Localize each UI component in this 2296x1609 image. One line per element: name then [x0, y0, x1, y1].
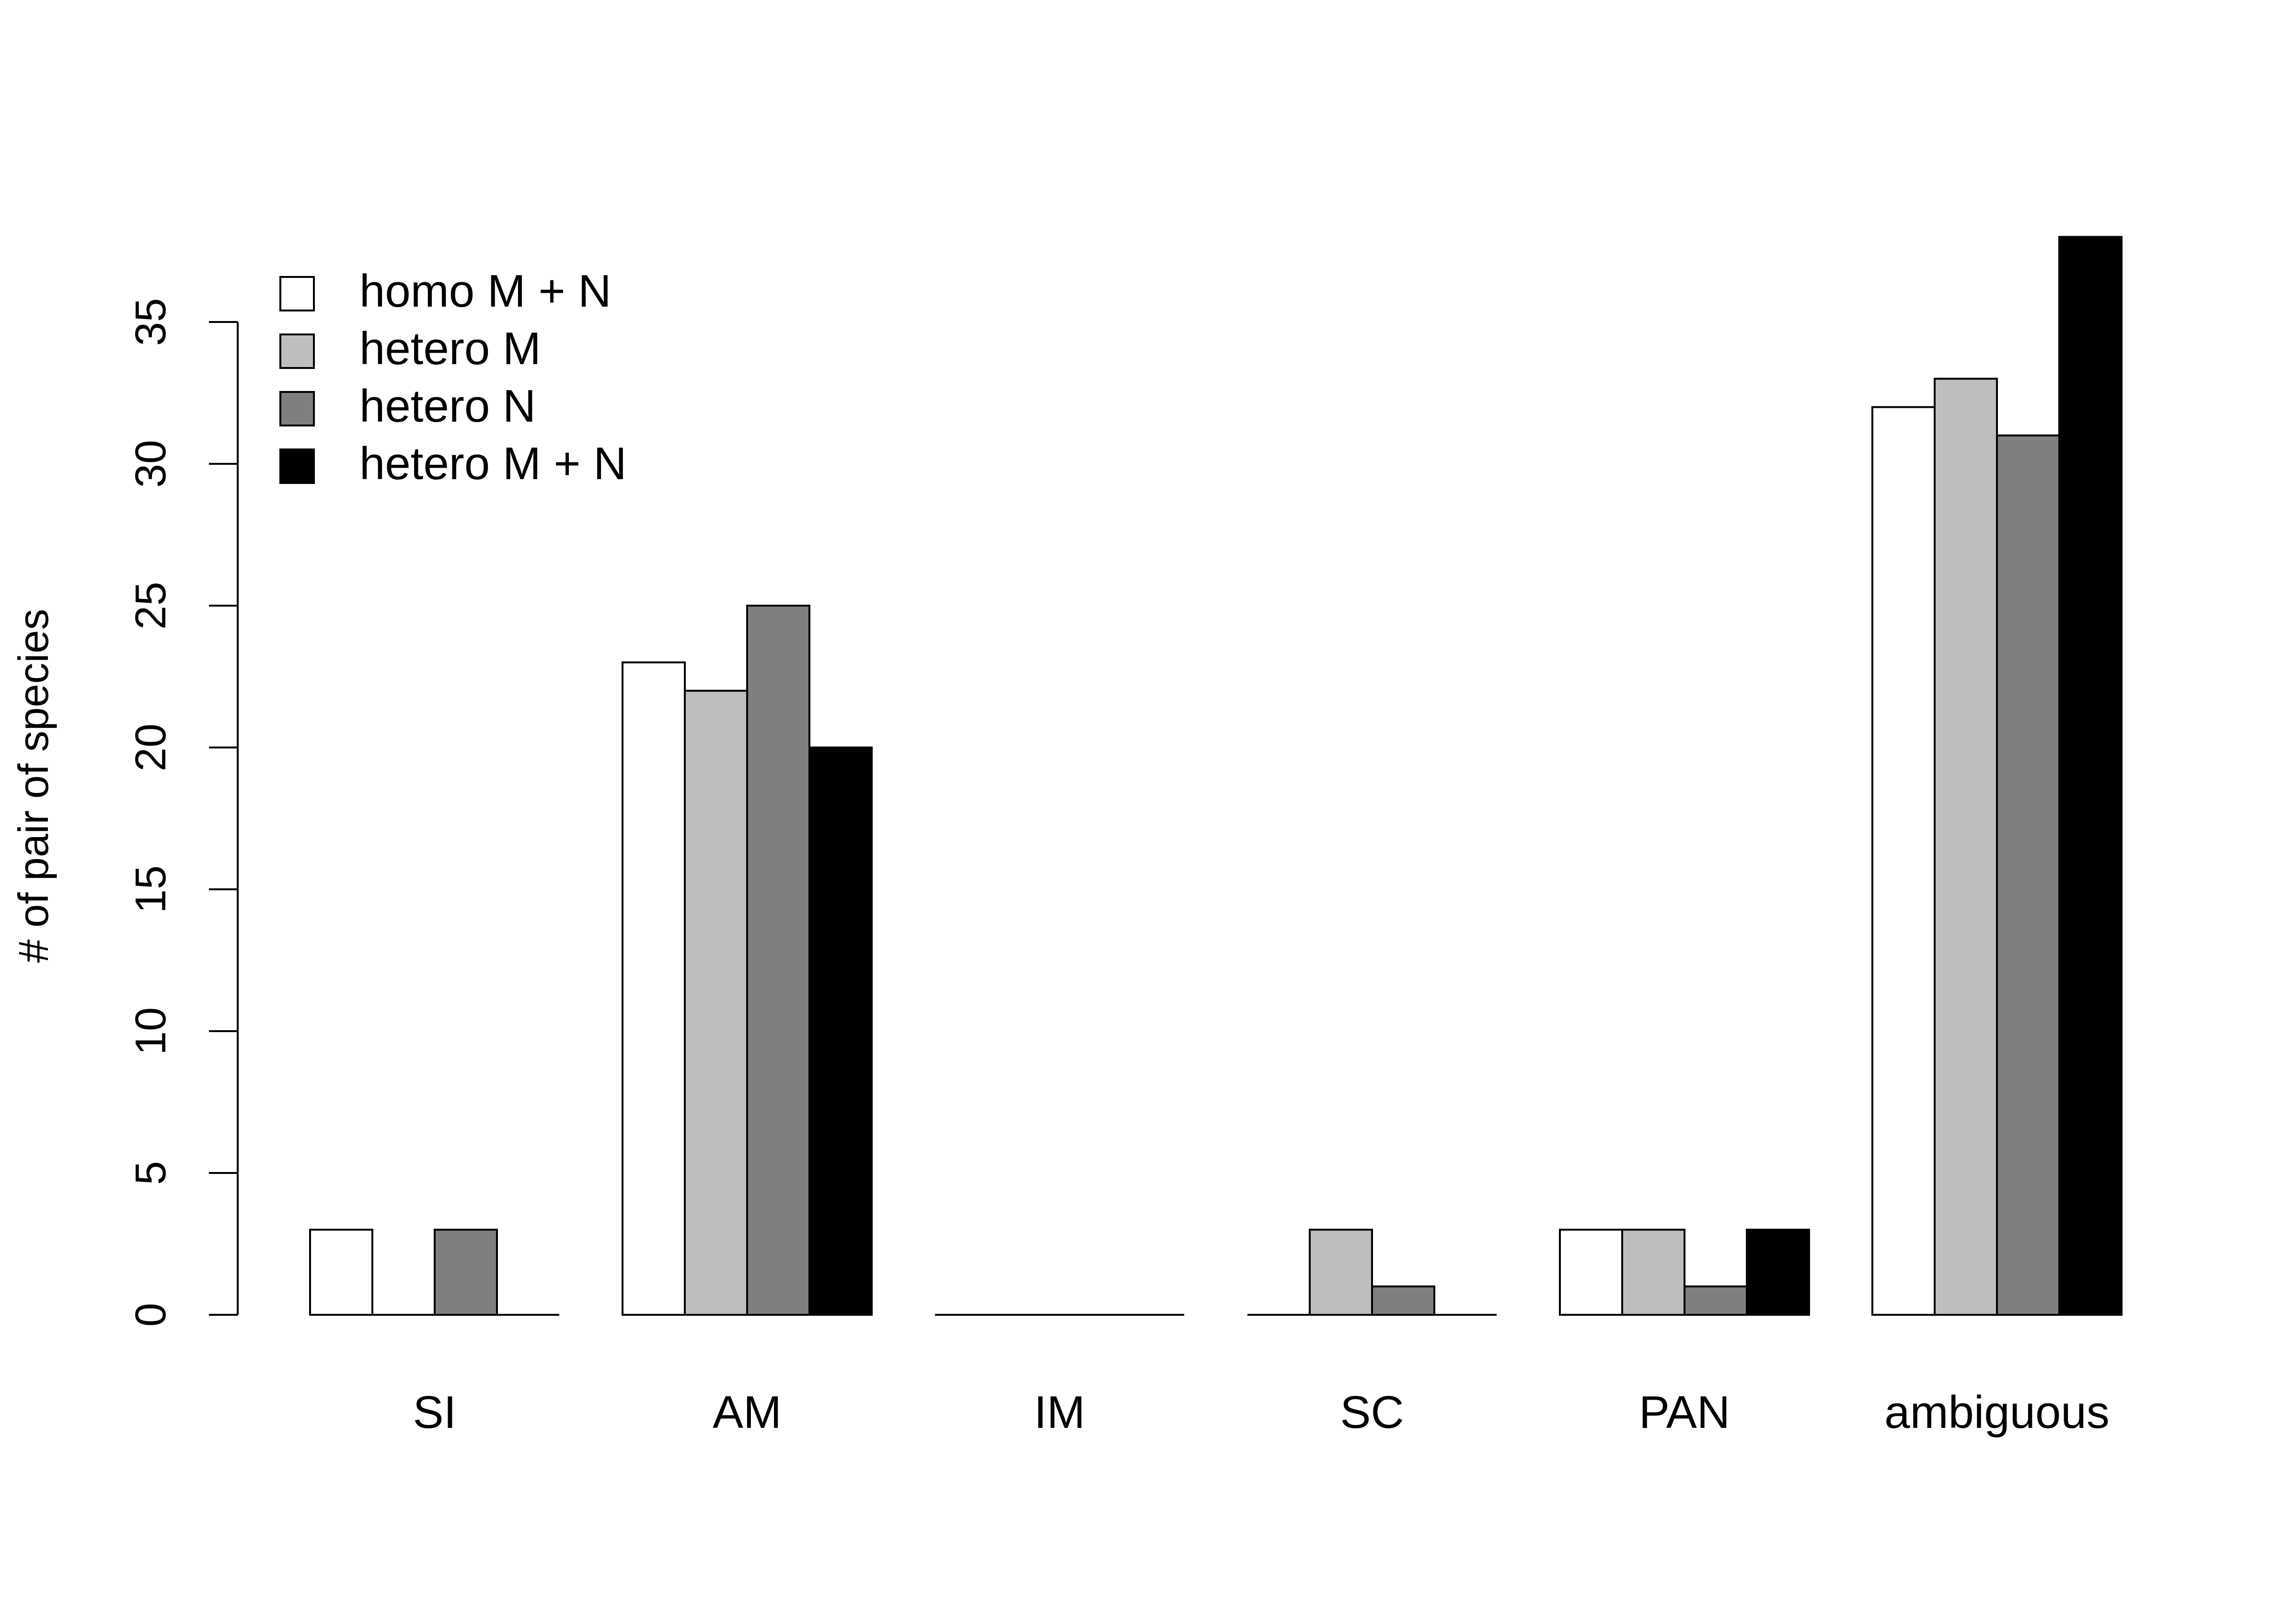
y-axis-title: # of pair of species [10, 609, 57, 963]
legend-swatch [279, 333, 315, 369]
legend-label: hetero N [359, 380, 536, 432]
bar-ambiguous-series-2 [1934, 378, 1998, 1316]
y-tick-label: 0 [127, 1303, 175, 1327]
bar-am-series-4 [808, 747, 873, 1316]
bar-si-series-3 [434, 1229, 498, 1316]
bar-si-series-1 [309, 1229, 373, 1316]
x-tick-label: PAN [1639, 1387, 1730, 1438]
bar-pan-series-1 [1559, 1229, 1623, 1316]
x-tick-label: SI [413, 1387, 457, 1438]
bar-sc-series-2 [1309, 1229, 1373, 1316]
bar-pan-series-3 [1684, 1285, 1748, 1316]
bar-ambiguous-series-4 [2058, 236, 2123, 1316]
x-tick-label: IM [1034, 1387, 1085, 1438]
bar-ambiguous-series-3 [1996, 434, 2060, 1316]
bar-am-series-3 [746, 605, 810, 1316]
x-axis-labels: SI AM IM SC PAN ambiguous [413, 1387, 2110, 1438]
y-tick-label: 35 [127, 298, 175, 346]
legend-swatch [279, 448, 315, 484]
x-tick-label: AM [713, 1387, 782, 1438]
legend-label: homo M + N [359, 265, 611, 317]
y-tick-label: 10 [127, 1007, 175, 1055]
y-axis: 0 5 10 15 20 25 30 35 [127, 298, 239, 1327]
y-tick-label: 30 [127, 440, 175, 488]
y-tick-label: 5 [127, 1161, 175, 1185]
y-tick-label: 25 [127, 582, 175, 630]
y-tick-label: 20 [127, 724, 175, 771]
legend-label: hetero M + N [359, 438, 627, 489]
bars-layer [309, 236, 2123, 1316]
bar-sc-series-3 [1371, 1285, 1435, 1316]
legend-label: hetero M [359, 323, 541, 374]
bar-pan-series-2 [1621, 1229, 1685, 1316]
y-tick-label: 15 [127, 865, 175, 913]
legend-swatch [279, 391, 315, 426]
legend: homo M + N hetero M hetero N hetero M + N [279, 265, 627, 489]
x-tick-label: ambiguous [1884, 1387, 2110, 1438]
bar-pan-series-4 [1746, 1229, 1810, 1316]
legend-swatch [279, 276, 315, 311]
bar-ambiguous-series-1 [1871, 406, 1936, 1316]
bar-am-series-1 [622, 661, 686, 1316]
bar-am-series-2 [684, 690, 748, 1316]
x-tick-label: SC [1340, 1387, 1404, 1438]
